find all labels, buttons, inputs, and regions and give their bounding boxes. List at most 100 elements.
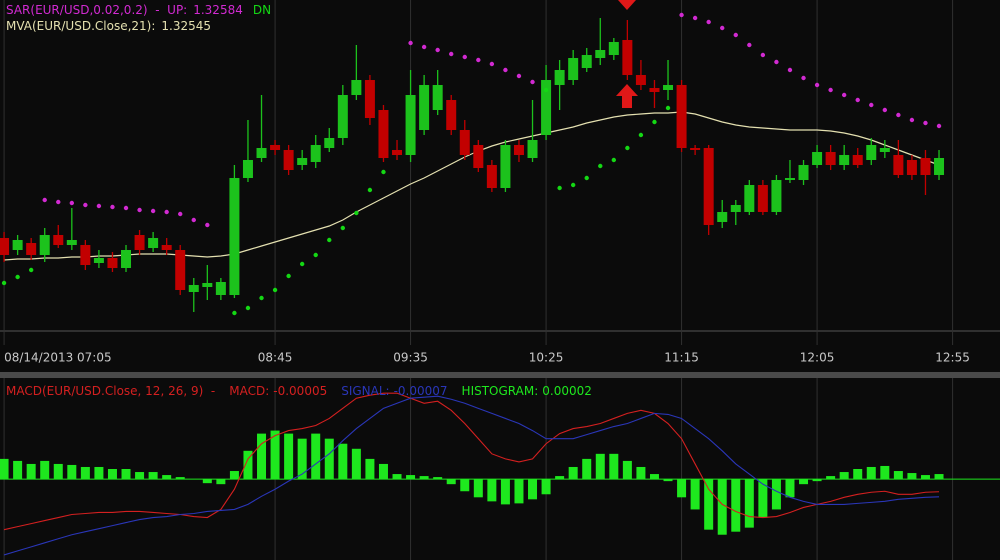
- sar-dot: [570, 182, 576, 188]
- histogram-bar: [541, 479, 551, 495]
- histogram-bar: [514, 479, 524, 504]
- legend-entry: SIGNAL: -0.00007: [341, 384, 447, 398]
- sar-dot: [869, 102, 874, 108]
- histogram-bar: [0, 458, 9, 480]
- candle-body: [446, 100, 457, 130]
- histogram-bar: [324, 438, 334, 480]
- sar-dot: [828, 87, 833, 93]
- sar-dot: [421, 44, 427, 50]
- sar-dot: [123, 205, 129, 211]
- legend-label: SAR(EUR/USD,0.02,0.2) - UP:: [6, 3, 188, 17]
- legend-label: MACD:: [229, 384, 270, 398]
- sar-dot: [882, 107, 888, 113]
- histogram-bar: [758, 479, 768, 518]
- histogram-bar: [216, 479, 226, 485]
- candle-body: [256, 148, 267, 158]
- panel-separator: [0, 372, 1000, 378]
- histogram-bar: [94, 466, 104, 480]
- histogram-bar: [799, 479, 809, 485]
- histogram-bar: [893, 471, 903, 480]
- candle-body: [906, 160, 917, 175]
- sar-dot: [232, 310, 237, 316]
- histogram-bar: [67, 464, 77, 480]
- legend-value: -0.00005: [273, 384, 328, 398]
- candle-body: [324, 138, 335, 148]
- histogram-bar: [636, 466, 646, 480]
- histogram-bar: [121, 469, 131, 480]
- sar-dot: [503, 67, 508, 73]
- histogram-bar: [162, 475, 172, 480]
- candle-body: [148, 238, 159, 248]
- sar-dot: [923, 120, 928, 126]
- candle-body: [283, 150, 294, 170]
- histogram-bar: [270, 430, 280, 480]
- x-tick-label: 11:15: [664, 351, 699, 365]
- candle-body: [893, 155, 904, 175]
- candle-body: [541, 80, 552, 135]
- histogram-bar: [311, 433, 321, 480]
- sell-signal-arrow: [618, 0, 636, 10]
- candle-body: [717, 212, 728, 222]
- candle-body: [459, 130, 470, 155]
- sar-dot: [598, 163, 603, 169]
- candle-body: [175, 250, 186, 290]
- histogram-bar: [866, 466, 876, 480]
- histogram-bar: [785, 479, 795, 498]
- histogram-bar: [446, 479, 456, 485]
- sar-dot: [625, 145, 630, 151]
- sar-dot: [760, 52, 766, 58]
- sar-legend: SAR(EUR/USD,0.02,0.2) - UP: 1.32584 DN: [6, 3, 271, 17]
- macd-panel: [0, 392, 1000, 556]
- candle-body: [839, 155, 850, 165]
- candle-body: [825, 152, 836, 165]
- histogram-bar: [934, 474, 944, 480]
- sar-dot: [516, 73, 522, 79]
- legend-label: HISTOGRAM:: [461, 384, 539, 398]
- indicator-line: [3, 392, 940, 531]
- x-tick-label: 09:35: [393, 351, 428, 365]
- mva-legend: MVA(EUR/USD.Close,21): 1.32545: [6, 19, 211, 33]
- candle-body: [703, 148, 714, 225]
- histogram-bar: [717, 479, 727, 535]
- sar-dot: [83, 202, 88, 208]
- candle-body: [202, 283, 213, 287]
- histogram-bar: [148, 472, 158, 480]
- candle-body: [676, 85, 687, 148]
- sar-dot: [245, 305, 251, 311]
- histogram-bar: [40, 460, 50, 480]
- sar-dot: [28, 267, 34, 273]
- candle-body: [39, 235, 50, 255]
- candle-body: [744, 185, 755, 212]
- candle-body: [12, 240, 23, 250]
- legend-entry: MACD: -0.00005: [229, 384, 327, 398]
- candle-body: [554, 70, 565, 85]
- candle-body: [134, 235, 145, 250]
- histogram-bar: [826, 476, 836, 480]
- sar-dot: [814, 82, 820, 88]
- candle-body: [432, 85, 443, 110]
- sar-dot: [42, 197, 47, 203]
- histogram-bar: [907, 473, 917, 480]
- candle-body: [934, 158, 945, 175]
- candle-body: [663, 85, 674, 90]
- sar-dot: [69, 200, 75, 206]
- candle-body: [513, 145, 524, 155]
- candle-body: [622, 40, 633, 75]
- histogram-bar: [744, 479, 754, 528]
- candle-body: [66, 240, 77, 245]
- candle-body: [486, 165, 497, 188]
- candle-body: [852, 155, 863, 165]
- sar-dot: [801, 75, 806, 81]
- candle-body: [757, 185, 768, 212]
- candle-body: [784, 178, 795, 180]
- candle-body: [649, 88, 660, 92]
- sar-dot: [774, 59, 779, 65]
- sar-dot: [137, 207, 142, 213]
- candle-body: [581, 55, 592, 68]
- indicator-line: [3, 395, 940, 556]
- histogram-bar: [487, 479, 497, 502]
- histogram-bar: [135, 472, 145, 480]
- sar-dot: [692, 15, 698, 21]
